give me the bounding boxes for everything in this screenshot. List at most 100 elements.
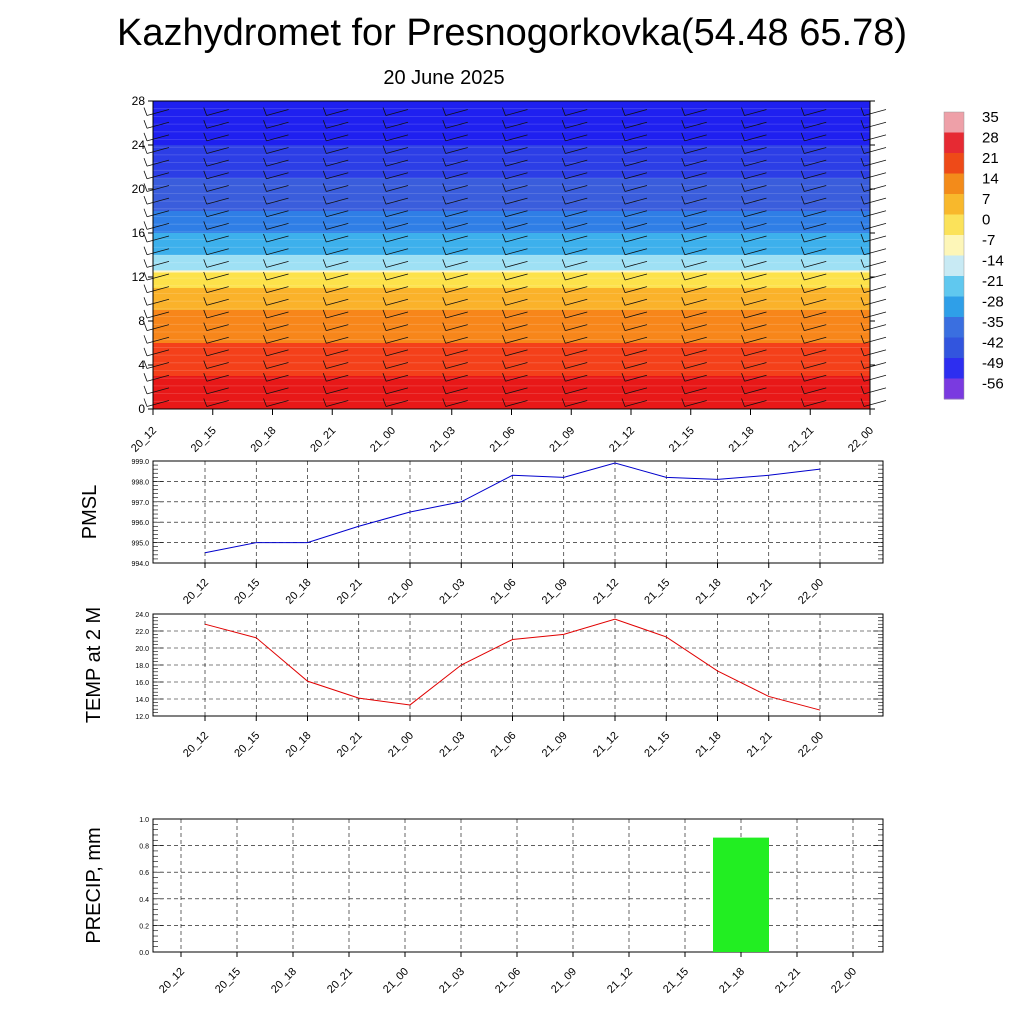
wind-barb xyxy=(621,309,626,319)
wind-barb xyxy=(382,158,387,167)
wind-barb xyxy=(561,132,566,141)
wind-barb xyxy=(681,132,686,141)
wind-barb xyxy=(800,284,805,293)
wind-barb xyxy=(385,260,409,268)
y-axis-label: PMSL xyxy=(79,485,101,539)
wind-barb xyxy=(744,185,767,192)
wind-barb xyxy=(681,271,686,281)
y-tick-label: 0 xyxy=(138,402,145,416)
wind-barb xyxy=(681,145,686,154)
wind-barb xyxy=(143,373,148,382)
x-tick-label: 20_18 xyxy=(249,425,279,455)
y-tick-label: 0.4 xyxy=(139,897,149,904)
y-tick-label: 1.0 xyxy=(139,817,149,824)
wind-barb xyxy=(143,309,148,319)
temp-panel: 12.0 14.0 16.0 18.0 20.0 22.0 24.0 20_12 20_15 20… xyxy=(83,607,884,760)
colorbar-label: 35 xyxy=(982,109,999,126)
wind-barb xyxy=(502,259,506,268)
wind-barb xyxy=(442,233,447,243)
wind-barb xyxy=(624,400,648,407)
wind-barb xyxy=(445,235,468,243)
wind-barb xyxy=(445,159,468,167)
wind-barb xyxy=(322,120,327,129)
wind-barb xyxy=(860,208,865,217)
y-tick-label: 995.0 xyxy=(131,541,149,548)
wind-barb xyxy=(326,349,349,357)
wind-barb xyxy=(263,158,267,167)
wind-barb xyxy=(382,297,387,306)
wind-barb xyxy=(203,373,208,382)
wind-barb xyxy=(146,349,170,357)
wind-barb xyxy=(863,197,887,205)
wind-barb xyxy=(445,172,468,180)
wind-barb xyxy=(621,183,626,192)
wind-barb xyxy=(206,147,229,154)
wind-barb xyxy=(146,109,170,116)
x-tick-label: 20_21 xyxy=(308,425,338,455)
wind-barb xyxy=(206,235,229,243)
wind-barb xyxy=(322,309,327,319)
wind-barb xyxy=(146,197,170,205)
wind-barb xyxy=(382,221,387,230)
wind-barb xyxy=(263,120,267,129)
wind-barb xyxy=(565,362,588,369)
wind-barb xyxy=(565,134,588,142)
wind-barb xyxy=(326,185,349,192)
wind-barb xyxy=(143,221,148,230)
wind-barb xyxy=(442,195,447,205)
wind-barb xyxy=(561,233,566,243)
wind-barb xyxy=(684,134,707,142)
wind-barb xyxy=(800,259,805,268)
x-tick-label: 21_03 xyxy=(437,730,467,760)
wind-barb xyxy=(744,260,767,268)
wind-barb xyxy=(681,322,686,331)
wind-barb xyxy=(502,195,506,205)
wind-barb xyxy=(206,109,229,116)
wind-barb xyxy=(445,109,468,116)
y-tick-label: 994.0 xyxy=(131,561,149,568)
wind-barb xyxy=(266,147,289,154)
wind-barb xyxy=(326,400,349,407)
wind-barb xyxy=(445,260,468,268)
wind-barb xyxy=(565,311,588,319)
wind-barb xyxy=(266,336,289,344)
wind-barb xyxy=(565,400,588,407)
wind-barb xyxy=(206,197,229,205)
x-tick-label: 21_09 xyxy=(540,730,570,760)
wind-barb xyxy=(684,210,707,218)
temperature-band xyxy=(153,145,870,178)
wind-barb xyxy=(681,297,686,306)
wind-barb xyxy=(505,336,528,344)
wind-barb xyxy=(326,134,349,142)
wind-barb xyxy=(382,208,387,217)
wind-barb xyxy=(263,208,267,217)
wind-barb xyxy=(565,286,588,294)
wind-barb xyxy=(505,260,528,268)
wind-barb xyxy=(863,109,887,116)
wind-barb xyxy=(143,284,148,293)
series-line xyxy=(204,618,821,711)
wind-barb xyxy=(385,349,409,357)
wind-barb xyxy=(263,233,267,243)
wind-barb xyxy=(266,362,289,369)
wind-barb xyxy=(266,197,289,205)
wind-barb xyxy=(621,347,626,357)
wind-barb xyxy=(206,223,229,230)
wind-barb xyxy=(266,273,289,281)
x-tick-label: 20_21 xyxy=(325,966,355,996)
wind-barb xyxy=(382,183,387,192)
wind-barb xyxy=(744,387,767,395)
wind-barb xyxy=(744,197,767,205)
wind-barb xyxy=(382,309,387,319)
colorbar-label: 14 xyxy=(982,171,999,188)
wind-barb xyxy=(800,246,805,255)
wind-barb xyxy=(326,311,349,319)
wind-barb xyxy=(561,170,566,179)
temperature-band xyxy=(153,271,870,288)
wind-barb xyxy=(800,335,805,344)
wind-barb xyxy=(385,286,409,294)
wind-barb xyxy=(502,107,506,116)
wind-barb xyxy=(565,235,588,243)
wind-barb xyxy=(385,298,409,306)
wind-barb xyxy=(804,121,827,129)
